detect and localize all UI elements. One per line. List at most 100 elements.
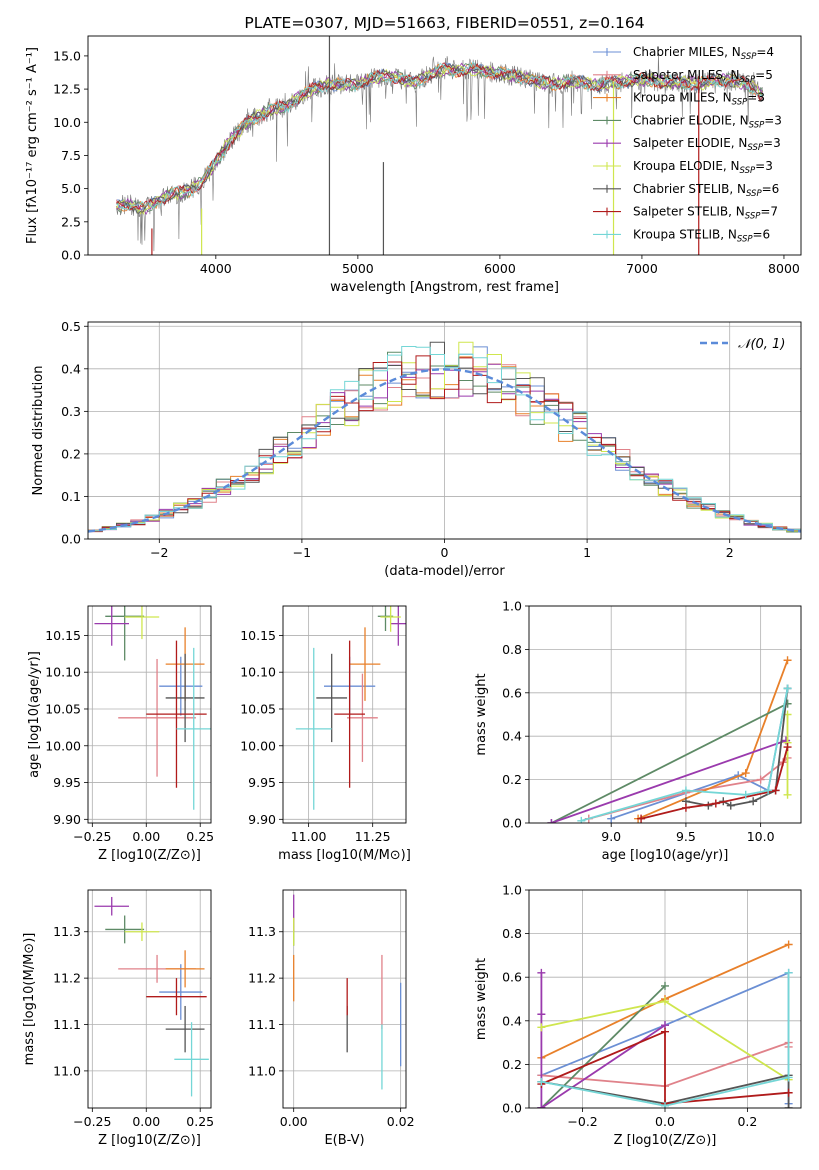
model-spectrum-line [116,63,764,214]
y-axis-label: age [log10(age/yr)] [27,651,42,778]
legend-label: Salpeter STELIB, NSSP=7 [633,205,778,222]
legend-label-text: Kroupa ELODIE, N [633,159,740,173]
legend-nssp-value: =5 [755,68,773,82]
legend-nssp-value: =3 [755,159,773,173]
errorbar-point [347,673,378,762]
legend-label: Salpeter MILES, NSSP=5 [633,68,773,85]
legend-entry: Chabrier MILES, NSSP=4 [593,45,774,62]
x-tick-label: −2 [150,545,168,560]
legend-entry: Chabrier STELIB, NSSP=6 [593,182,779,199]
y-tick-label: 1.0 [502,599,522,614]
model-spectrum-line [116,62,764,215]
y-axis-label: mass weight [474,958,489,1040]
x-tick-label: 0 [441,545,449,560]
y-axis-label: Normed distribution [31,366,46,496]
data-point-marker [784,1088,793,1097]
axes-frame [87,321,802,540]
y-tick-label: 11.3 [248,924,276,939]
data-point-marker [783,656,792,665]
errorbar-point [124,922,160,942]
y-tick-label: 0.2 [61,446,81,461]
legend-subscript: SSP [737,234,753,244]
legend-label-text: Salpeter STELIB, N [633,205,745,219]
x-tick-label: 9.5 [676,829,696,844]
x-axis-label: Z [log10(Z/Z⊙)] [98,1133,201,1148]
legend-label: Chabrier STELIB, NSSP=6 [633,182,779,199]
data-point-marker [771,786,780,795]
panel-weight_vs_age: 9.0 9.5 10.0 0.0 0.2 0.4 0.6 0.8 1.0 age [log10(a… [474,599,802,863]
errorbar-point [295,647,332,810]
y-tick-label: 11.0 [53,1063,81,1078]
model-spectrum-line [116,61,764,211]
x-tick-label: −0.25 [73,829,111,844]
x-axis-label: mass [log10(M/M⊙)] [278,848,411,863]
errorbar-point [165,950,205,988]
axes-frame [282,605,407,824]
y-tick-label: 0.0 [502,816,522,831]
data-point-marker [756,775,765,784]
plot-area [115,36,764,255]
axes-frame [87,889,212,1109]
plot-area [94,896,209,1097]
data-point-marker [661,997,669,1006]
x-tick-label: 2 [726,545,734,560]
data-point-marker [661,981,669,990]
legend-label-text: Kroupa STELIB, N [633,227,737,241]
errorbar-point [165,1005,205,1053]
x-tick-label: 10.0 [747,829,775,844]
plot-area [88,341,801,533]
y-axis-label: mass weight [474,673,489,755]
y-tick-label: 0.2 [502,772,522,787]
normal-distribution-curve [88,368,801,533]
x-tick-label: −0.25 [73,1114,111,1129]
x-axis-label: Z [log10(Z/Z⊙)] [98,848,201,863]
legend-label-text: Salpeter ELODIE, N [633,136,747,150]
legend-entry: Kroupa MILES, NSSP=3 [593,91,765,108]
data-point-marker [741,769,750,778]
errorbar-point [124,606,160,640]
legend-nssp-value: =6 [762,182,780,196]
data-point-marker [537,1010,546,1019]
data-point-marker [711,799,720,808]
data-point-marker [764,786,773,795]
data-point-marker [783,743,792,752]
panel-age_vs_mass: 11.00 11.25 9.90 9.95 10.00 10.05 10.10 10.15 ma… [240,605,411,863]
residual-histogram [88,355,801,533]
x-axis-label: wavelength [Angstrom, rest frame] [330,280,559,295]
x-tick-label: 1 [583,545,591,560]
y-tick-label: 0.8 [502,926,522,941]
errorbar-point [176,647,211,810]
y-tick-label: 10.00 [45,738,81,753]
data-point-marker [749,797,758,806]
legend-subscript: SSP [740,166,756,176]
data-point-marker [726,801,735,810]
y-tick-label: 0.6 [502,970,522,985]
y-tick-label: 11.1 [53,1017,81,1032]
x-tick-label: 5000 [342,261,374,276]
data-point-marker [783,684,792,693]
legend-nssp-value: =6 [753,227,771,241]
data-point-marker [637,814,646,823]
y-tick-label: 10.0 [53,115,81,130]
legend-label: Chabrier MILES, NSSP=4 [633,45,774,62]
y-tick-label: 0.4 [502,1013,522,1028]
errorbar-point [94,606,129,646]
legend-nssp-value: =3 [747,91,765,105]
panel-mass_vs_ebv: 0.00 0.02 11.0 11.1 11.2 11.3 E(B-V) [248,889,415,1148]
y-tick-label: 9.90 [53,812,81,827]
legend-entry: Salpeter ELODIE, NSSP=3 [593,136,781,153]
data-point-marker [784,1104,793,1108]
y-axis-label: mass [log10(M/M⊙)] [22,933,37,1066]
x-tick-label: 11.25 [355,829,391,844]
x-tick-label: 11.00 [291,829,327,844]
legend-subscript: SSP [740,75,756,85]
x-tick-label: 8000 [768,261,800,276]
plot-area [547,656,792,823]
x-tick-label: −0.2 [567,1114,597,1129]
legend-label: Kroupa STELIB, NSSP=6 [633,227,770,244]
data-point-marker [784,1073,793,1082]
legend-entry: Chabrier ELODIE, NSSP=3 [593,113,782,130]
data-point-marker [537,1104,546,1108]
panel-spectrum: 4000 5000 6000 7000 8000 0.0 2.5 5.0 7.5 10.0 12.5… [25,14,802,295]
y-tick-label: 7.5 [61,148,81,163]
